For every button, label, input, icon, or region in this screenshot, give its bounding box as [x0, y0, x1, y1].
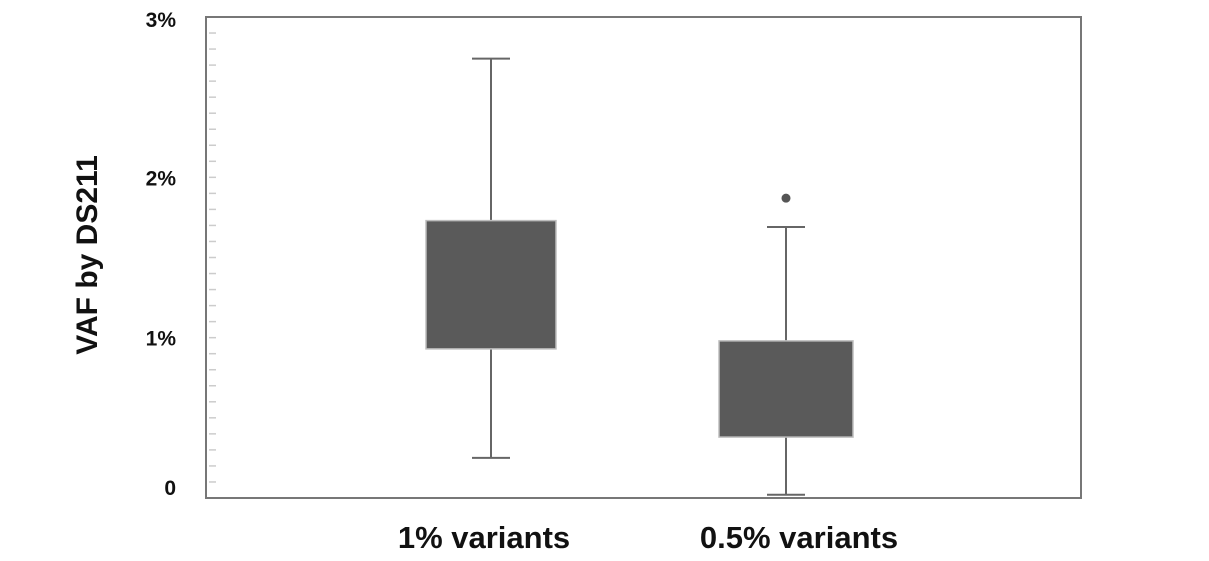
x-category-label-1-percent: 1% variants — [398, 520, 570, 555]
box-1-percent-variants — [425, 57, 557, 459]
box-0-5-percent-variants — [718, 193, 854, 496]
y-tick-label-1: 1% — [146, 328, 177, 351]
x-category-label-0-5-percent: 0.5% variants — [700, 520, 898, 555]
iqr-box-0-5-percent — [718, 340, 854, 438]
y-tick-label-3: 3% — [146, 9, 177, 32]
y-tick-label-0: 0 — [164, 477, 176, 500]
iqr-box-1-percent — [425, 219, 557, 350]
outlier-point-0-5-percent — [781, 193, 791, 203]
y-minor-ticks — [209, 32, 216, 483]
plot-area-frame — [205, 16, 1082, 499]
y-tick-label-2: 2% — [146, 167, 177, 190]
y-axis-tick-labels: 0 1% 2% 3% — [146, 9, 177, 500]
y-axis-title: VAF by DS211 — [71, 155, 104, 355]
